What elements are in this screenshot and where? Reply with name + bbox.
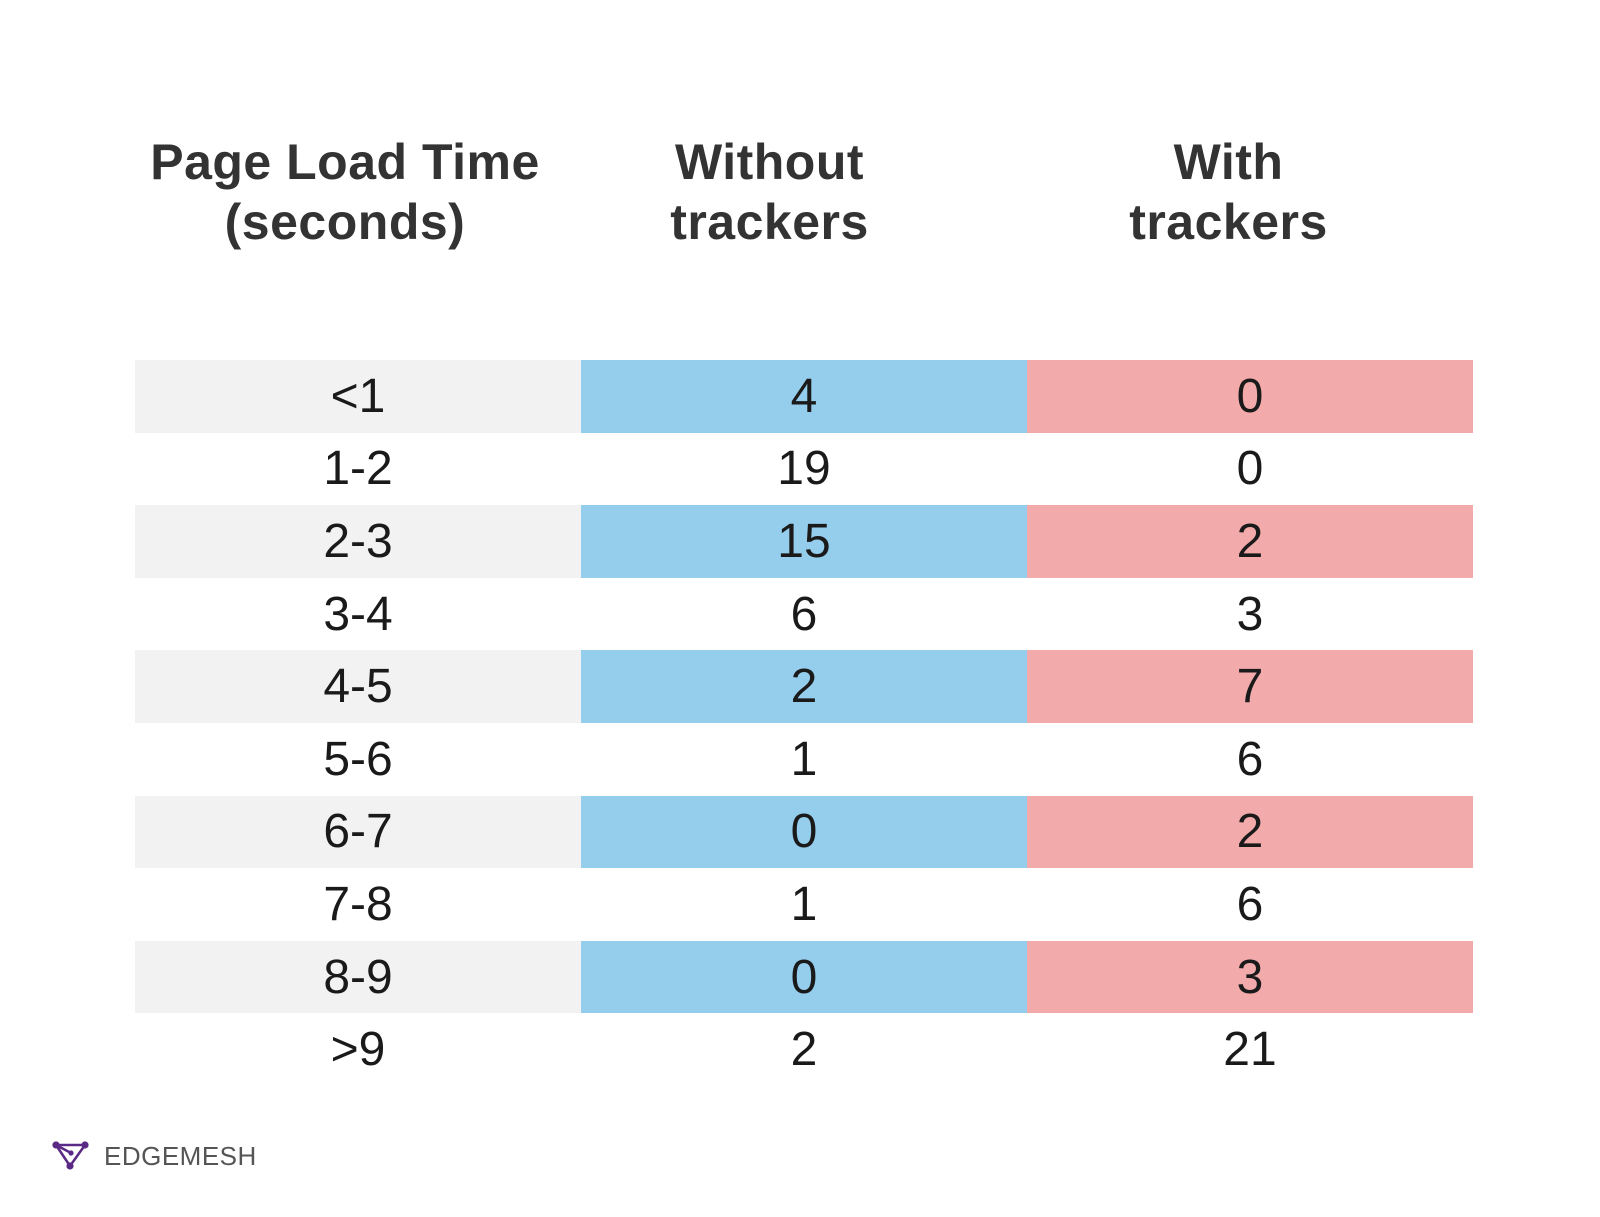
cell-with-trackers: 3 xyxy=(1027,940,1473,1014)
table-row: 8-9 0 3 xyxy=(135,940,1473,1014)
cell-with-trackers: 6 xyxy=(1236,877,1264,931)
table-row: 6-7 0 2 xyxy=(135,795,1473,869)
cell-page-load-time: >9 xyxy=(330,1023,386,1077)
table-row: <1 4 0 xyxy=(135,360,1473,433)
cell-page-load-time: 5-6 xyxy=(323,732,393,786)
table-row: 5-6 1 6 xyxy=(135,723,1473,796)
table-row: 4-5 2 7 xyxy=(135,650,1473,723)
cell-without-trackers: 0 xyxy=(581,795,1027,869)
cell-with-trackers: 0 xyxy=(1236,442,1264,496)
table-row: 2-3 15 2 xyxy=(135,505,1473,578)
cell-without-trackers: 1 xyxy=(790,877,818,931)
cell-page-load-time: 4-5 xyxy=(135,650,581,723)
header-page-load-time: Page Load Time (seconds) xyxy=(150,134,540,250)
cell-with-trackers: 2 xyxy=(1027,795,1473,869)
cell-page-load-time: 3-4 xyxy=(323,587,393,641)
cell-with-trackers: 0 xyxy=(1027,360,1473,433)
cell-without-trackers: 19 xyxy=(777,442,831,496)
cell-without-trackers: 1 xyxy=(790,732,818,786)
header-with-trackers: With trackers xyxy=(1129,134,1328,250)
table-row: 1-2 19 0 xyxy=(135,433,1473,506)
cell-page-load-time: 7-8 xyxy=(323,877,393,931)
table-row: >9 2 21 xyxy=(135,1013,1473,1086)
data-table: <1 4 0 1-2 19 0 2-3 15 2 3-4 6 3 4-5 2 7 5-6 1 6 6-7 0 2 7-8 1… xyxy=(135,360,1473,1086)
table-row: 7-8 1 6 xyxy=(135,868,1473,941)
table-header: Page Load Time (seconds) Without tracker… xyxy=(135,132,1473,262)
brand-logo: EDGEMESH xyxy=(52,1140,257,1172)
cell-without-trackers: 2 xyxy=(790,1023,818,1077)
cell-page-load-time: 1-2 xyxy=(323,442,393,496)
cell-page-load-time: 2-3 xyxy=(135,505,581,578)
cell-page-load-time: 8-9 xyxy=(135,940,581,1014)
cell-without-trackers: 2 xyxy=(581,650,1027,723)
cell-without-trackers: 4 xyxy=(581,360,1027,433)
brand-name: EDGEMESH xyxy=(104,1140,257,1171)
table-row: 3-4 6 3 xyxy=(135,578,1473,651)
edgemesh-logo-icon xyxy=(52,1141,89,1170)
cell-page-load-time: <1 xyxy=(135,360,581,433)
cell-without-trackers: 15 xyxy=(581,505,1027,578)
cell-with-trackers: 2 xyxy=(1027,505,1473,578)
cell-with-trackers: 6 xyxy=(1236,732,1264,786)
cell-without-trackers: 0 xyxy=(581,940,1027,1014)
header-without-trackers: Without trackers xyxy=(670,134,869,250)
cell-with-trackers: 3 xyxy=(1236,587,1264,641)
cell-without-trackers: 6 xyxy=(790,587,818,641)
cell-with-trackers: 7 xyxy=(1027,650,1473,723)
cell-with-trackers: 21 xyxy=(1223,1023,1277,1077)
cell-page-load-time: 6-7 xyxy=(135,795,581,869)
